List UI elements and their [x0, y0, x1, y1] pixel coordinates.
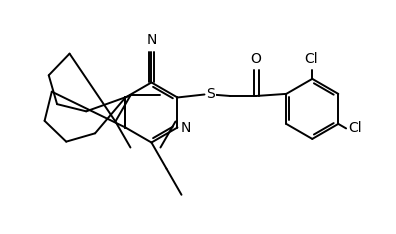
Text: N: N [181, 121, 191, 135]
Text: Cl: Cl [304, 52, 318, 66]
Text: O: O [251, 52, 262, 66]
Text: Cl: Cl [348, 121, 362, 135]
Text: N: N [146, 33, 157, 47]
Text: S: S [207, 88, 215, 102]
